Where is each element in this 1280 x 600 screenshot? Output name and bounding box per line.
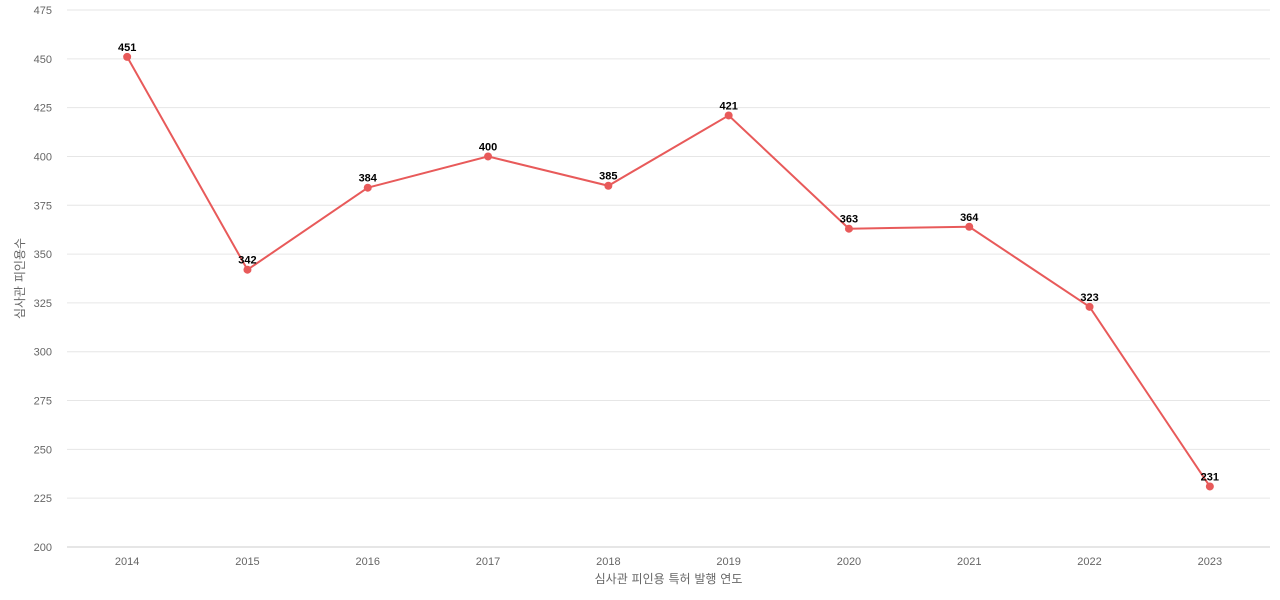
x-tick-label: 2015 — [235, 556, 259, 568]
data-point — [724, 111, 733, 120]
data-label: 364 — [960, 212, 979, 224]
data-point — [1085, 302, 1094, 311]
data-point — [123, 52, 132, 61]
data-point — [965, 222, 974, 231]
y-tick-label: 475 — [34, 5, 52, 17]
series — [123, 52, 1214, 491]
data-label: 323 — [1080, 292, 1098, 304]
data-label: 384 — [359, 173, 378, 185]
y-tick-label: 425 — [34, 103, 52, 115]
x-tick-label: 2016 — [356, 556, 380, 568]
data-label: 421 — [719, 100, 737, 112]
x-tick-label: 2021 — [957, 556, 981, 568]
y-tick-label: 350 — [34, 249, 52, 261]
x-axis-title: 심사관 피인용 특허 발행 연도 — [595, 571, 743, 586]
x-tick-label: 2017 — [476, 556, 500, 568]
x-tick-label: 2023 — [1198, 556, 1222, 568]
data-point — [1205, 482, 1214, 491]
data-labels: 451 342 384 400 385 421 363 364 323 231 — [118, 42, 1219, 484]
data-label: 363 — [840, 214, 858, 226]
y-tick-label: 225 — [34, 493, 52, 505]
data-point — [484, 152, 493, 161]
data-label: 400 — [479, 141, 497, 153]
data-label: 451 — [118, 42, 136, 54]
series-line — [126, 56, 1211, 488]
data-label: 385 — [599, 171, 617, 183]
y-tick-label: 400 — [34, 151, 52, 163]
data-point — [363, 183, 372, 192]
x-tick-label: 2022 — [1077, 556, 1101, 568]
y-tick-label: 200 — [34, 542, 52, 554]
grid — [67, 9, 1270, 499]
y-tick-label: 300 — [34, 347, 52, 359]
data-point — [844, 224, 853, 233]
y-tick-label: 450 — [34, 54, 52, 66]
y-axis-ticks: 200 225 250 275 300 325 350 375 400 425 450 475 — [34, 5, 52, 554]
y-tick-label: 375 — [34, 200, 52, 212]
y-tick-label: 275 — [34, 396, 52, 408]
y-tick-label: 325 — [34, 298, 52, 310]
y-tick-label: 250 — [34, 444, 52, 456]
x-tick-label: 2019 — [716, 556, 740, 568]
y-axis-title: 심사관 피인용수 — [13, 238, 27, 319]
data-label: 342 — [238, 255, 256, 267]
x-tick-label: 2018 — [596, 556, 620, 568]
x-axis-ticks: 2014 2015 2016 2017 2018 2019 2020 2021 2022 2023 — [115, 556, 1222, 568]
data-point — [604, 181, 613, 190]
data-point — [243, 265, 252, 274]
x-tick-label: 2014 — [115, 556, 139, 568]
x-tick-label: 2020 — [837, 556, 861, 568]
data-label: 231 — [1201, 471, 1219, 483]
